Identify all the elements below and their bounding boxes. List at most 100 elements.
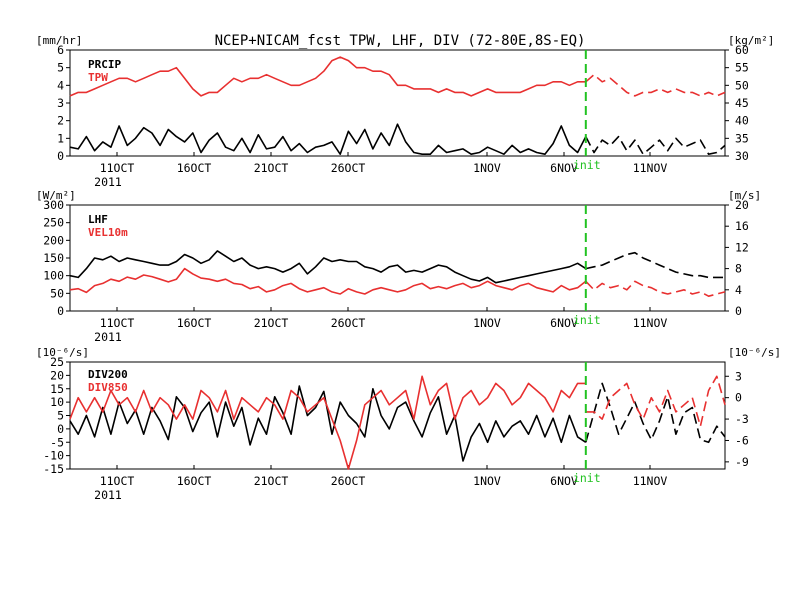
left-tick-label: 0 (57, 422, 64, 436)
init-label: init (573, 158, 601, 172)
left-tick-label: 200 (43, 233, 64, 247)
legend-label-2: DIV850 (88, 381, 128, 394)
right-tick-label: 8 (735, 262, 742, 276)
series-line-lhf-fcst (585, 251, 725, 279)
x-tick-label: 11NOV (633, 316, 668, 330)
left-tick-label: -15 (43, 462, 64, 476)
x-tick-label: 21OCT (254, 474, 289, 488)
legend-label-2: TPW (88, 71, 108, 84)
series-line-lhf (69, 250, 587, 284)
left-tick-label: 6 (57, 43, 64, 57)
legend-label-2: VEL10m (88, 226, 128, 239)
left-tick-label: 0 (57, 149, 64, 163)
left-tick-label: 50 (50, 286, 64, 300)
x-tick-label: 6NOV (550, 316, 578, 330)
right-tick-label: 12 (735, 240, 749, 254)
series-line-vel10m (69, 267, 587, 295)
right-tick-label: 35 (735, 131, 749, 145)
right-tick-label: 55 (735, 61, 749, 75)
series-line-div200 (69, 385, 587, 462)
right-tick-label: 45 (735, 96, 749, 110)
series-line-div850-fcst (585, 375, 726, 428)
right-tick-label: -3 (735, 412, 749, 426)
left-tick-label: 3 (57, 96, 64, 110)
x-tick-label: 1NOV (473, 316, 501, 330)
legend-label-1: LHF (88, 213, 108, 226)
series-line-div850 (69, 375, 586, 470)
left-tick-label: 0 (57, 304, 64, 318)
x-tick-label: 26OCT (331, 316, 366, 330)
left-unit-label: [W/m²] (36, 189, 76, 202)
x-tick-label: 16OCT (177, 474, 212, 488)
x-tick-label: 1NOV (473, 474, 501, 488)
right-unit-label: [10⁻⁶/s] (728, 346, 781, 359)
legend-label-1: PRCIP (88, 58, 121, 71)
right-tick-label: 40 (735, 114, 749, 128)
x-tick-label: 11OCT (100, 316, 135, 330)
right-tick-label: 50 (735, 78, 749, 92)
legend-label-1: DIV200 (88, 368, 128, 381)
left-tick-label: -5 (50, 435, 64, 449)
series-line-vel10m-fcst (585, 280, 726, 298)
x-tick-label: 26OCT (331, 161, 366, 175)
left-tick-label: 5 (57, 61, 64, 75)
series-line-prcip (69, 123, 587, 155)
left-tick-label: 250 (43, 216, 64, 230)
x-year-label: 2011 (94, 488, 122, 502)
right-unit-label: [m/s] (728, 189, 761, 202)
left-tick-label: 100 (43, 269, 64, 283)
right-tick-label: 4 (735, 283, 742, 297)
right-unit-label: [kg/m²] (728, 34, 774, 47)
series-line-div200-fcst (585, 382, 726, 444)
right-tick-label: 20 (735, 198, 749, 212)
left-tick-label: 300 (43, 198, 64, 212)
right-tick-label: 16 (735, 219, 749, 233)
x-tick-label: 6NOV (550, 161, 578, 175)
left-tick-label: 4 (57, 78, 64, 92)
left-tick-label: -10 (43, 449, 64, 463)
plot-frame (69, 361, 726, 470)
right-tick-label: 60 (735, 43, 749, 57)
left-unit-label: [mm/hr] (36, 34, 82, 47)
left-tick-label: 2 (57, 114, 64, 128)
x-tick-label: 16OCT (177, 316, 212, 330)
series-line-tpw (69, 56, 586, 97)
right-tick-label: -9 (735, 455, 749, 469)
x-tick-label: 11OCT (100, 474, 135, 488)
right-tick-label: 30 (735, 149, 749, 163)
left-tick-label: 150 (43, 251, 64, 265)
x-tick-label: 26OCT (331, 474, 366, 488)
left-tick-label: 10 (50, 395, 64, 409)
x-tick-label: 6NOV (550, 474, 578, 488)
plot-frame (69, 49, 726, 157)
x-tick-label: 11NOV (633, 474, 668, 488)
panel-2: 0 50 100 150 200 250 300 0 4 8 12 16 20 11OCT 16OCT 21O… (36, 189, 761, 344)
x-tick-label: 11NOV (633, 161, 668, 175)
left-tick-label: 15 (50, 382, 64, 396)
x-tick-label: 1NOV (473, 161, 501, 175)
x-tick-label: 11OCT (100, 161, 135, 175)
left-tick-label: 1 (57, 131, 64, 145)
right-tick-label: 3 (735, 369, 742, 383)
left-unit-label: [10⁻⁶/s] (36, 346, 89, 359)
x-tick-label: 21OCT (254, 316, 289, 330)
left-tick-label: 20 (50, 368, 64, 382)
init-label: init (573, 313, 601, 327)
left-tick-label: 5 (57, 409, 64, 423)
init-label: init (573, 471, 601, 485)
right-tick-label: 0 (735, 391, 742, 405)
x-tick-label: 16OCT (177, 161, 212, 175)
series-line-tpw-fcst (585, 73, 726, 97)
x-year-label: 2011 (94, 330, 122, 344)
right-tick-label: 0 (735, 304, 742, 318)
left-tick-label: 25 (50, 355, 64, 369)
x-year-label: 2011 (94, 175, 122, 189)
series-line-prcip-fcst (585, 135, 726, 155)
right-tick-label: -6 (735, 433, 749, 447)
plot-frame (69, 204, 726, 312)
chart-title: NCEP+NICAM_fcst TPW, LHF, DIV (72-80E,8S… (215, 33, 586, 49)
x-tick-label: 21OCT (254, 161, 289, 175)
